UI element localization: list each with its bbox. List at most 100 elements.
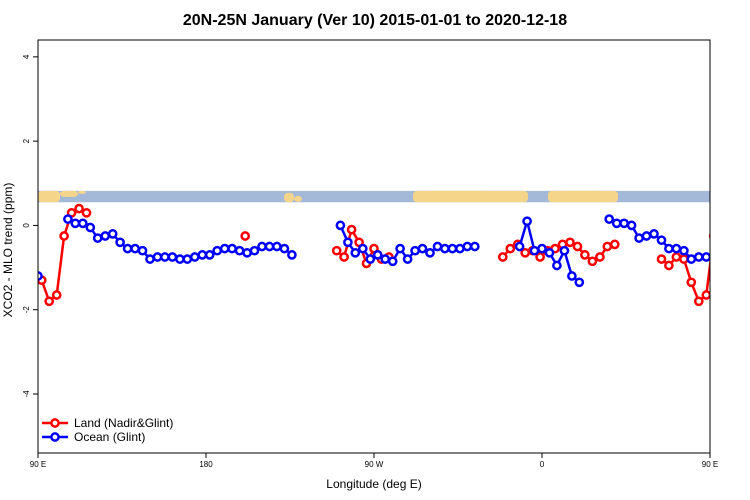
- data-point: [167, 252, 178, 262]
- data-point: [679, 254, 689, 264]
- data-point: [693, 296, 704, 307]
- x-tick-label: 90 E: [702, 460, 718, 469]
- data-point: [100, 231, 111, 241]
- chart-title: 20N-25N January (Ver 10) 2015-01-01 to 2…: [183, 12, 567, 29]
- data-point: [175, 254, 185, 264]
- data-point: [522, 216, 532, 227]
- data-point: [77, 218, 88, 229]
- data-point: [611, 218, 622, 229]
- data-point: [649, 229, 659, 239]
- data-point: [497, 252, 508, 262]
- legend-label: Land (Nadir&Glint): [74, 416, 173, 430]
- data-point: [51, 290, 62, 300]
- data-point: [664, 260, 674, 271]
- data-point: [595, 252, 605, 262]
- data-point: [565, 237, 575, 248]
- map-land-0: [38, 190, 60, 203]
- map-land-6: [428, 190, 488, 195]
- data-point: [227, 243, 237, 254]
- data-point: [92, 233, 103, 243]
- data-point: [634, 233, 644, 243]
- y-tick-label: 4: [22, 54, 31, 59]
- data-point: [145, 254, 155, 264]
- data-point: [469, 241, 480, 252]
- data-point: [63, 214, 73, 224]
- world-map-strip: [38, 190, 710, 203]
- data-point: [425, 247, 435, 258]
- data-point: [626, 220, 637, 231]
- data-point: [604, 214, 615, 224]
- data-point: [671, 243, 682, 254]
- data-point: [335, 220, 346, 231]
- data-point: [204, 250, 215, 260]
- data-point: [264, 241, 275, 252]
- data-point: [395, 243, 405, 254]
- legend: Land (Nadir&Glint)Ocean (Glint): [42, 416, 173, 444]
- y-axis-label: XCO2 - MLO trend (ppm): [1, 183, 15, 318]
- y-tick-label: 0: [22, 223, 31, 228]
- legend-swatch-marker: [50, 418, 60, 428]
- data-point: [725, 205, 732, 212]
- data-point: [580, 250, 590, 260]
- data-point: [387, 256, 398, 267]
- data-point: [701, 290, 710, 300]
- data-point: [567, 271, 577, 281]
- data-point: [462, 241, 473, 252]
- data-point: [619, 218, 629, 229]
- data-point: [372, 250, 383, 260]
- legend-label: Ocean (Glint): [74, 430, 145, 444]
- data-point: [81, 207, 92, 218]
- series-layer: [38, 203, 732, 307]
- data-point: [572, 241, 583, 252]
- data-point: [440, 243, 450, 254]
- x-tick-label: 90 W: [365, 460, 384, 469]
- data-point: [671, 252, 682, 262]
- data-point: [212, 245, 223, 256]
- data-point: [249, 245, 260, 256]
- data-point: [544, 247, 555, 258]
- data-point: [343, 237, 353, 248]
- data-point: [160, 252, 170, 262]
- map-land-3: [284, 192, 294, 203]
- data-point: [455, 243, 465, 254]
- data-point: [272, 241, 282, 252]
- data-point: [240, 231, 251, 241]
- data-point: [257, 241, 267, 252]
- data-point: [535, 252, 545, 262]
- data-point: [641, 231, 652, 241]
- map-ocean: [38, 190, 710, 203]
- data-point: [152, 252, 163, 262]
- data-point: [609, 239, 620, 250]
- data-point: [529, 245, 540, 256]
- x-axis-label: Longitude (deg E): [326, 477, 421, 491]
- data-point: [708, 232, 710, 240]
- data-point: [708, 253, 710, 261]
- data-point: [279, 243, 290, 254]
- data-point: [74, 203, 84, 214]
- data-point: [107, 229, 118, 239]
- y-axis: 4 2 0 -2 -4: [22, 54, 38, 398]
- data-point: [447, 243, 458, 254]
- data-point: [137, 245, 148, 256]
- data-point: [115, 237, 125, 248]
- x-tick-label: 0: [540, 460, 545, 469]
- data-point: [686, 254, 697, 264]
- data-point: [70, 218, 81, 229]
- data-point: [701, 252, 710, 262]
- data-point: [718, 209, 725, 216]
- legend-swatch-marker: [50, 432, 60, 442]
- data-point: [287, 250, 297, 260]
- data-point: [514, 241, 525, 252]
- data-point: [346, 224, 357, 235]
- data-point: [693, 252, 704, 262]
- data-point: [380, 254, 391, 264]
- data-point: [656, 235, 667, 246]
- data-point: [686, 277, 697, 288]
- data-point: [574, 277, 585, 288]
- data-point: [417, 243, 428, 254]
- x-tick-label: 180: [199, 460, 213, 469]
- x-tick-label: 90 E: [30, 460, 46, 469]
- map-land-8: [563, 190, 603, 195]
- map-land-1: [60, 190, 78, 197]
